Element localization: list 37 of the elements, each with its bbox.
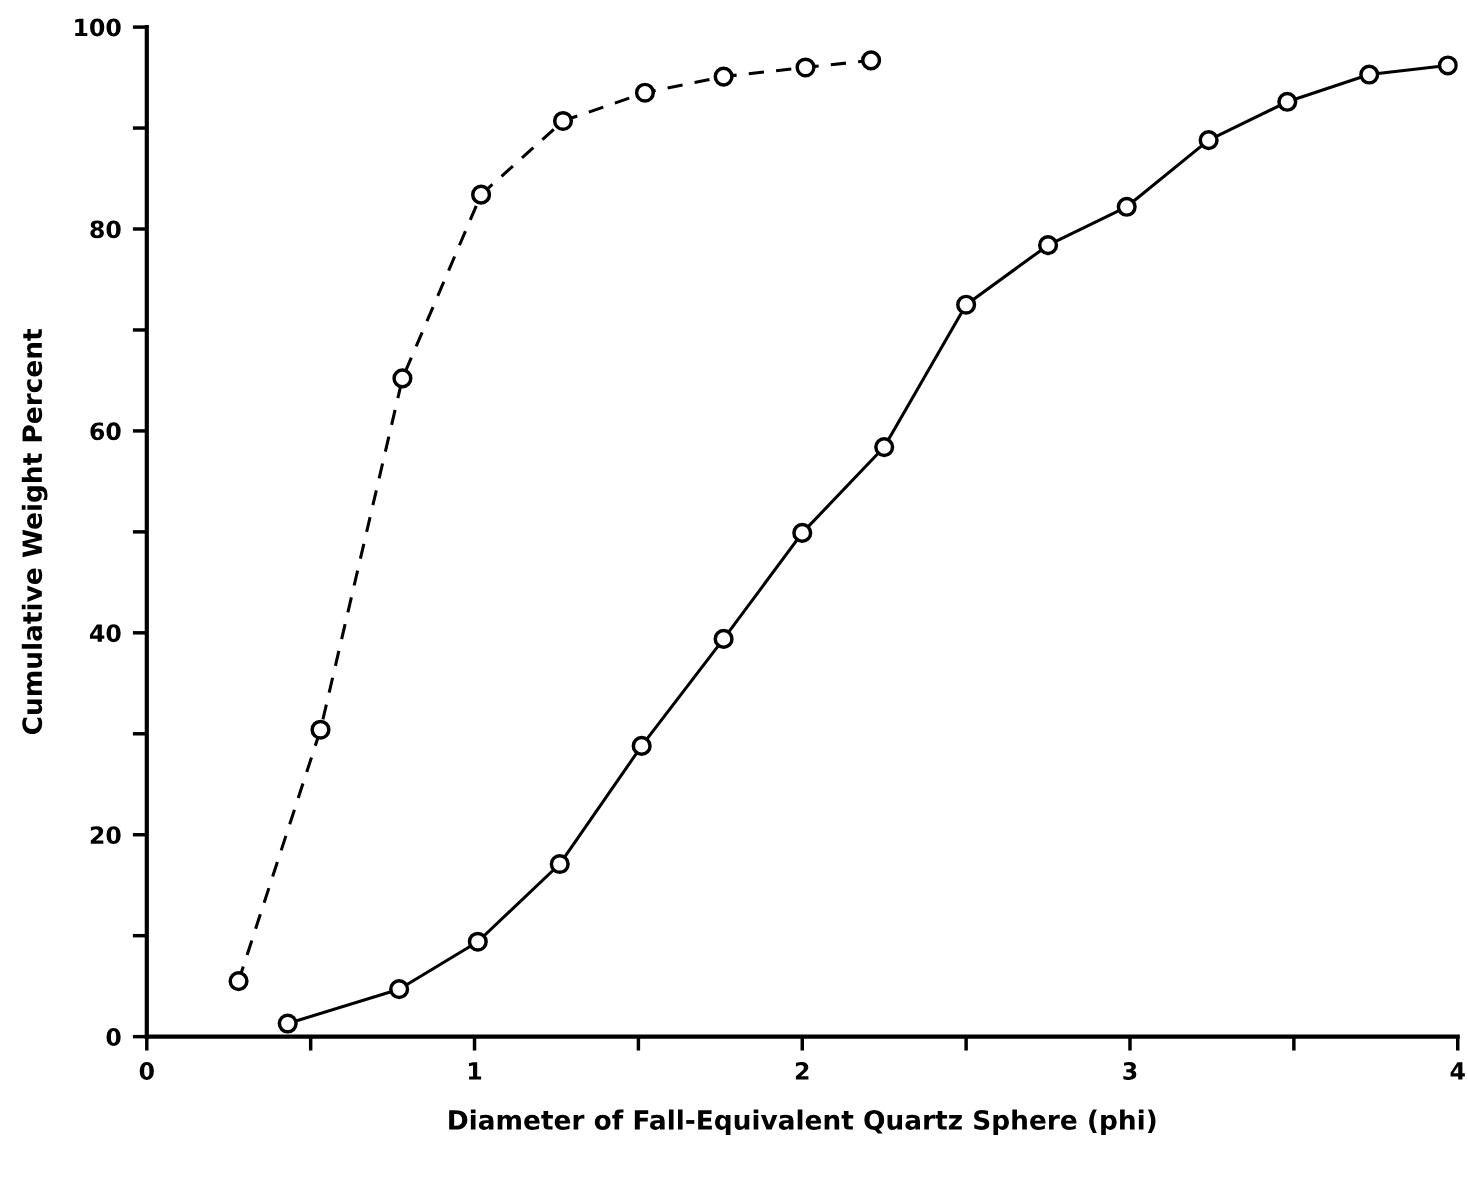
x-tick-label: 1 <box>468 1062 482 1080</box>
point <box>956 294 977 315</box>
point <box>792 522 813 543</box>
point <box>552 110 574 132</box>
point <box>228 971 249 992</box>
y-tick-label: 0 <box>106 1028 121 1046</box>
point <box>874 436 895 458</box>
y-tick-label: 40 <box>90 624 121 643</box>
x-tick-label: 4 <box>1450 1062 1465 1080</box>
x-axis-title: Diameter of Fall-Equivalent Quartz Sphere (phi) <box>449 1109 1156 1136</box>
point <box>392 368 413 389</box>
x-tick-label: 0 <box>139 1062 154 1080</box>
y-tick-label: 60 <box>90 422 121 441</box>
point <box>1116 196 1137 217</box>
point <box>713 628 734 649</box>
point <box>861 50 882 71</box>
y-tick-label: 80 <box>90 220 121 239</box>
point <box>713 66 734 87</box>
point <box>467 931 488 952</box>
point <box>277 1013 298 1034</box>
point <box>1037 235 1059 256</box>
point <box>631 735 652 756</box>
point <box>389 979 410 1000</box>
point <box>1198 130 1219 151</box>
point <box>549 853 570 875</box>
point <box>634 82 656 103</box>
y-tick-label: 100 <box>75 18 121 37</box>
y-axis-title: Cumulative Weight Percent <box>21 328 48 735</box>
point <box>471 184 492 205</box>
y-tick-label: 20 <box>90 826 121 845</box>
point <box>795 57 816 78</box>
x-tick-label: 3 <box>1123 1062 1137 1080</box>
point <box>1437 55 1458 76</box>
point <box>310 719 331 740</box>
point <box>1359 64 1380 85</box>
point <box>1277 91 1298 112</box>
x-tick-label: 2 <box>795 1062 809 1080</box>
